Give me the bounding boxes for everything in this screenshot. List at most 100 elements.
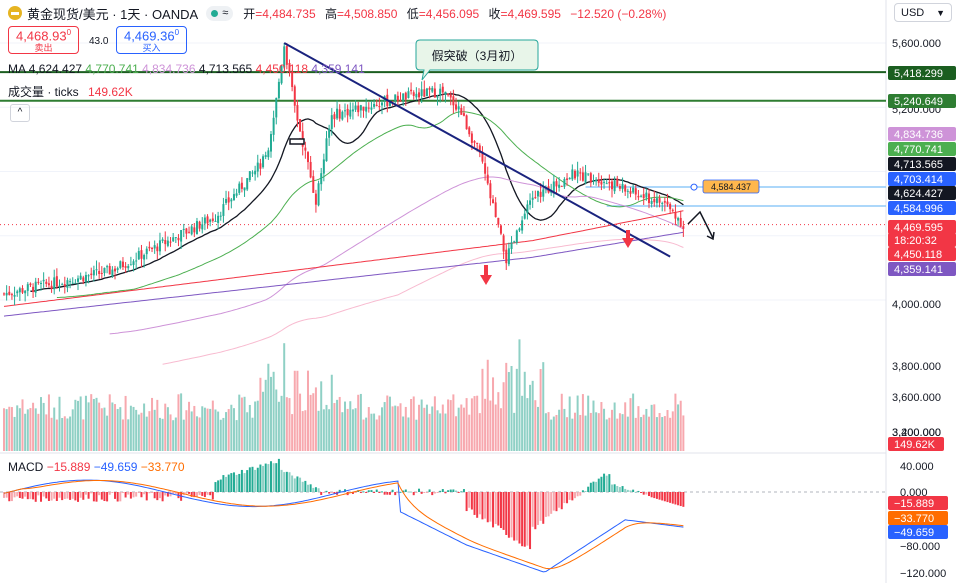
volume-bar: [338, 396, 341, 451]
macd-histogram-bar: [677, 492, 680, 506]
candle-body: [34, 281, 37, 293]
candle-body: [153, 245, 156, 249]
candle-body: [108, 266, 111, 275]
candle-body: [143, 254, 146, 260]
macd-histogram-bar: [312, 487, 315, 492]
macd-histogram-bar: [381, 491, 384, 493]
macd-histogram-bar: [214, 482, 217, 492]
volume-bar: [552, 416, 555, 451]
macd-histogram-bar: [8, 492, 11, 502]
price-tag-box: [888, 201, 956, 215]
volume-bar: [388, 396, 391, 451]
candle-body: [42, 279, 45, 282]
candle-body: [489, 183, 492, 199]
macd-values: −15.889 −49.659 −33.770: [47, 460, 185, 474]
macd-histogram-bar: [388, 492, 391, 495]
sell-button[interactable]: 4,468.930 卖出: [8, 26, 79, 54]
macd-histogram-bar: [127, 492, 130, 495]
candle-body: [330, 115, 333, 129]
candle-body: [246, 178, 249, 190]
ma-legend[interactable]: MA 4,624.427 4,770.741 4,834.736 4,713.5…: [8, 62, 365, 76]
ma-line-2: [109, 176, 684, 335]
macd-histogram-bar: [603, 473, 606, 492]
volume-bar: [581, 394, 584, 451]
candle-body: [3, 293, 5, 295]
macd-legend[interactable]: MACD −15.889 −49.659 −33.770: [8, 460, 185, 474]
candle-body: [550, 191, 553, 193]
currency-select[interactable]: USD ▼: [894, 3, 952, 22]
volume-bar: [595, 412, 598, 451]
candle-body: [566, 178, 569, 180]
macd-histogram-bar: [396, 492, 399, 493]
volume-bar: [423, 407, 426, 451]
candle-body: [367, 107, 370, 109]
macd-histogram-bar: [34, 492, 37, 502]
volume-bar: [462, 407, 465, 451]
macd-histogram-bar: [151, 492, 154, 493]
candle-body: [61, 284, 64, 286]
volume-bar: [145, 416, 148, 451]
macd-histogram-bar: [87, 492, 90, 499]
buy-button[interactable]: 4,469.360 买入: [116, 26, 187, 54]
volume-bar: [164, 403, 167, 451]
macd-histogram-bar: [317, 488, 320, 492]
price-tag-box: [888, 262, 956, 276]
candle-body: [560, 185, 563, 187]
volume-legend[interactable]: 成交量 · ticks 149.62K: [8, 83, 133, 100]
candle-body: [16, 291, 19, 294]
macd-histogram-bar: [624, 488, 627, 492]
candle-body: [439, 88, 442, 96]
price-tag-box: [888, 220, 956, 234]
macd-histogram-bar: [153, 492, 156, 499]
volume-bar: [373, 413, 376, 451]
volume-bar: [632, 393, 635, 451]
sell-price: 4,468.93: [15, 28, 67, 44]
volume-bar: [420, 399, 423, 451]
candle-body: [666, 201, 669, 205]
macd-histogram-bar: [272, 463, 275, 492]
volume-bar: [314, 387, 317, 451]
macd-histogram-bar: [650, 492, 653, 498]
candle-body: [222, 204, 225, 216]
volume-bar: [71, 409, 74, 451]
volume-bar: [481, 368, 484, 451]
volume-bar: [613, 402, 616, 451]
macd-histogram-bar: [555, 492, 558, 512]
volume-bar: [79, 396, 82, 451]
macd-histogram-bar: [592, 481, 595, 492]
candle-body: [328, 128, 331, 138]
candle-body: [145, 248, 148, 255]
macd-histogram-bar: [106, 492, 109, 502]
candle-body: [132, 261, 135, 265]
candle-body: [462, 113, 465, 116]
candle-body: [232, 194, 235, 201]
macd-histogram-bar: [566, 492, 569, 504]
macd-histogram-bar: [367, 490, 370, 492]
symbol-title[interactable]: 黄金现货/美元 · 1天 · OANDA: [27, 6, 199, 22]
collapse-legend-icon[interactable]: ^: [10, 104, 30, 122]
candle-body: [584, 172, 587, 183]
macd-histogram-bar: [121, 492, 124, 494]
volume-bar: [322, 409, 325, 451]
candle-body: [595, 179, 598, 182]
volume-bar: [5, 409, 8, 451]
macd-histogram-bar: [246, 470, 249, 492]
volume-bar: [320, 381, 323, 451]
volume-bar: [190, 411, 193, 451]
candle-body: [663, 201, 666, 203]
candle-body: [206, 216, 209, 224]
volume-bar: [129, 405, 132, 451]
candle-body: [418, 92, 421, 98]
macd-histogram-bar: [632, 489, 635, 492]
chart-header: 黄金现货/美元 · 1天 · OANDA ≈ 开=4,484.735 高=4,5…: [8, 4, 672, 22]
volume-bar: [143, 403, 146, 451]
price-tag-box: [888, 233, 956, 247]
volume-bar: [277, 401, 280, 451]
volume-bar: [650, 404, 653, 451]
market-status-pill[interactable]: ≈: [206, 5, 234, 21]
volume-bar: [106, 415, 109, 451]
volume-bar: [3, 408, 5, 451]
volume-label: 成交量 · ticks: [8, 85, 79, 99]
macd-histogram-bar: [420, 492, 423, 494]
